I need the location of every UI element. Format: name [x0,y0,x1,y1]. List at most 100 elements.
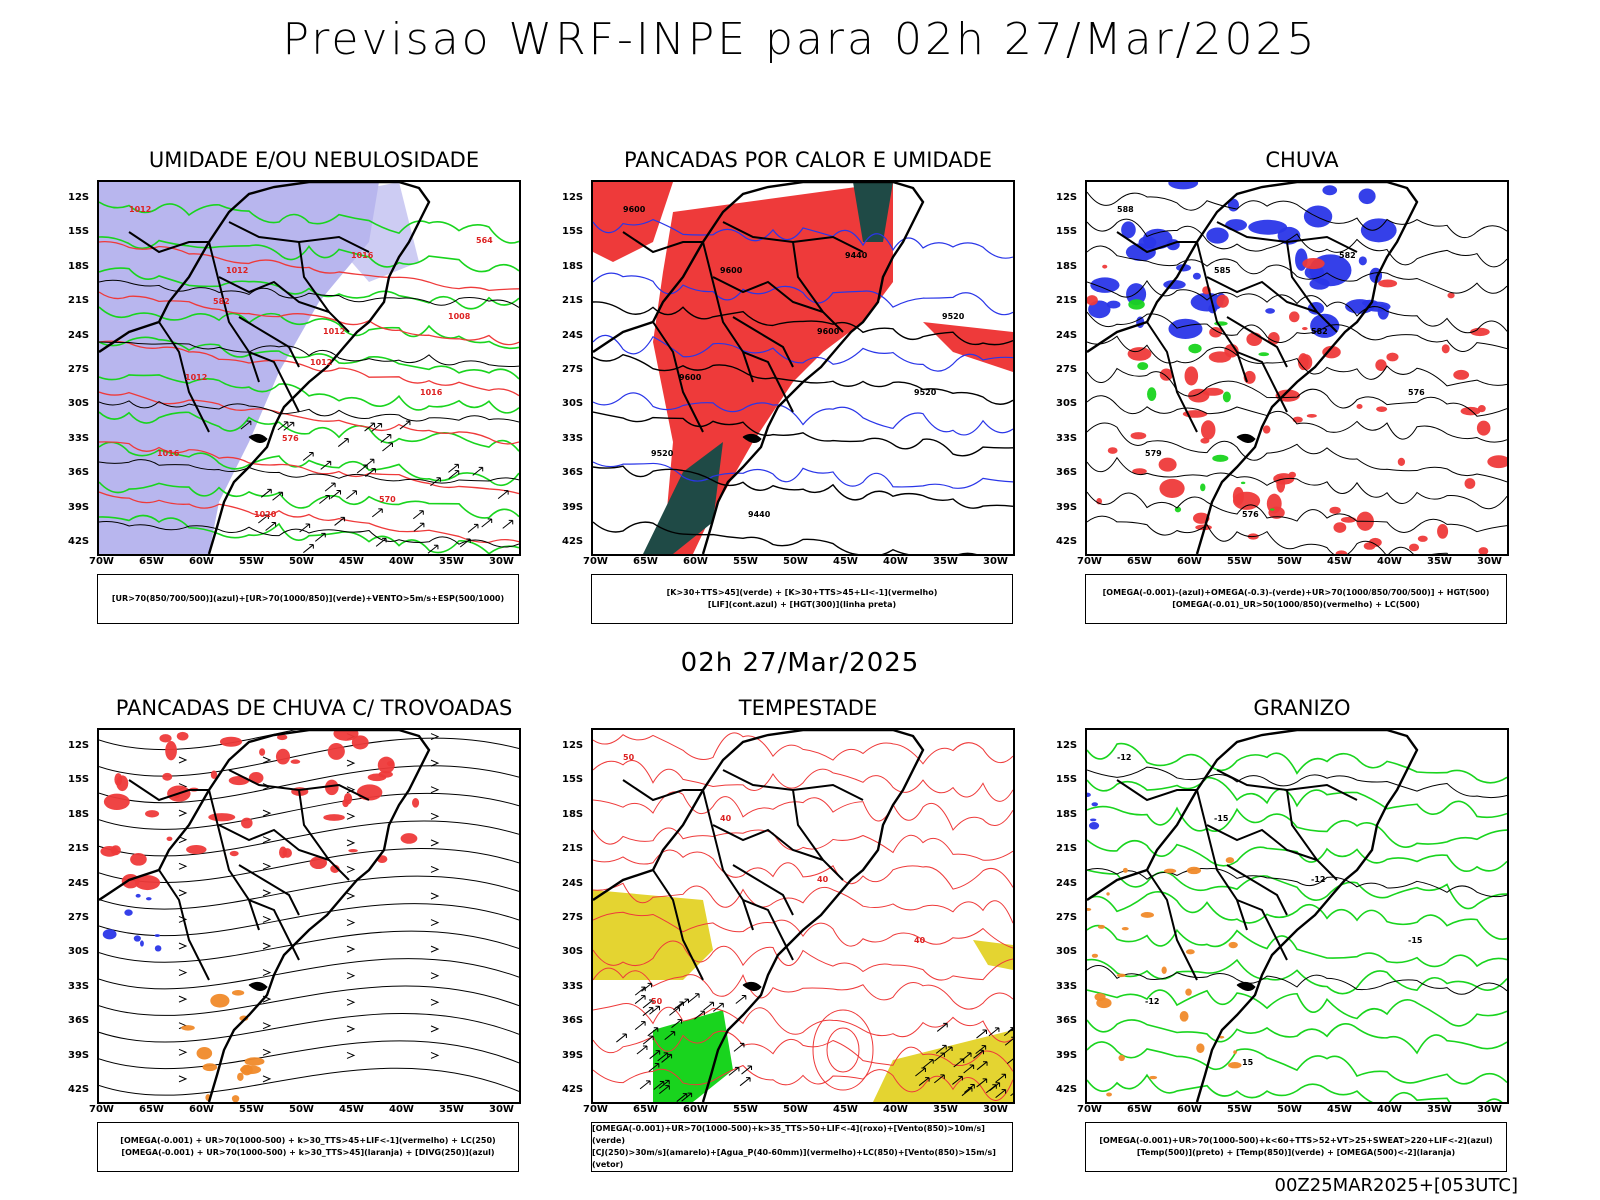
latitude-label: 27S [562,912,584,923]
latitude-label: 18S [1056,260,1078,272]
latitude-label: 30S [1056,398,1078,410]
legend-line: [K>30+TTS>45](verde) + [K>30+TTS>45+LI<-… [666,588,938,597]
latitude-label: 15S [1056,774,1078,786]
legend-box: [K>30+TTS>45](verde) + [K>30+TTS>45+LI<-… [591,574,1013,624]
latitude-label: 39S [68,501,90,513]
latitude-label: 12S [562,192,584,203]
contour-label: 588 [1117,205,1134,214]
longitude-label: 50W [289,556,314,567]
longitude-label: 70W [583,556,608,567]
map-frame: 50 40 40 40 50 [591,728,1015,1104]
latitude-label: 27S [68,912,90,923]
streamlines-250hPa [99,730,519,1102]
contour-label: -12 [1311,875,1325,884]
legend-box: [OMEGA(-0.001)+UR>70(1000-500)+k<60+TTS>… [1085,1122,1507,1172]
2: 588 585 582 576 579 576 582 [1117,205,1425,519]
latitude-label: 12S [68,192,90,203]
panel-title: PANCADAS DE CHUVA C/ TROVOADAS [115,696,513,720]
red-thickness-contours [99,241,519,544]
latitude-label: 15S [68,226,90,238]
panel-title: CHUVA [1265,148,1339,172]
contour-label: 9600 [679,373,702,382]
mid-title: 02h 27/Mar/2025 [680,648,920,678]
wind-vectors [616,982,753,1102]
longitude-label: 60W [189,556,214,567]
latitude-label: 30S [562,398,584,410]
longitude-label: 55W [1227,1104,1252,1115]
longitude-label: 50W [1277,556,1302,567]
longitude-label: 65W [633,1104,658,1115]
contour-label: 9600 [817,327,840,336]
longitude-label: 45W [1327,556,1352,567]
latitude-label: 18S [68,260,90,272]
contour-label: 50 [623,753,635,762]
0: 1012 1012 1012 1016 1016 1020 1016 1008 1012 576 5… [129,205,493,519]
legend-box: [OMEGA(-0.001) + UR>70(1000-500) + k>30_… [97,1122,519,1172]
latitude-label: 27S [1056,364,1078,375]
longitude-label: 50W [289,1104,314,1115]
contour-label: 1020 [254,510,277,519]
contour-label: 40 [720,814,732,823]
latitude-label: 36S [68,1015,90,1027]
longitude-label: 55W [239,556,264,567]
latitude-label: 24S [68,877,90,889]
latitude-label: 15S [562,226,584,238]
contour-label: 1012 [129,205,151,214]
contour-label: 9600 [623,205,646,214]
latitude-label: 18S [68,808,90,820]
latitude-label: 24S [1056,329,1078,341]
panel-title: PANCADAS POR CALOR E UMIDADE [623,148,993,172]
longitude-label: 40W [1377,1104,1402,1115]
longitude-label: 70W [1077,1104,1102,1115]
main-title: Previsao WRF-INPE para 02h 27/Mar/2025 [282,14,1318,65]
contour-label: 1012 [310,358,332,367]
map-frame: 9600 9600 9600 9520 9520 9440 9440 9520 9600 [591,180,1015,556]
latitude-label: 15S [562,774,584,786]
panel-title: GRANIZO [1253,696,1351,720]
contour-label: 9440 [748,510,771,519]
latitude-label: 15S [1056,226,1078,238]
latitude-label: 18S [1056,808,1078,820]
contour-label: 15 [1242,1058,1254,1067]
latitude-label: 12S [1056,740,1078,751]
contour-label: 9600 [720,266,743,275]
longitude-label: 40W [1377,556,1402,567]
latitude-label: 36S [562,1015,584,1027]
longitude-label: 40W [389,556,414,567]
latitude-label: 36S [562,467,584,479]
latitude-label: 21S [562,843,584,855]
longitude-label: 70W [89,1104,114,1115]
map-frame [97,728,521,1104]
latitude-label: 21S [1056,295,1078,307]
longitude-label: 60W [683,556,708,567]
panel-title: TEMPESTADE [738,696,878,720]
latitude-label: 18S [562,808,584,820]
contour-label: 1012 [226,266,248,275]
latitude-label: 27S [1056,912,1078,923]
longitude-label: 65W [1127,1104,1152,1115]
latitude-label: 42S [1056,536,1078,547]
contour-label: -15 [1408,936,1423,945]
longitude-label: 55W [1227,556,1252,567]
longitude-label: 50W [783,1104,808,1115]
orange-areas [181,990,265,1102]
legend-line: [OMEGA(-0.001)+UR>70(1000-500)+k>35_TTS>… [592,1124,985,1145]
longitude-label: 40W [883,1104,908,1115]
latitude-label: 12S [562,740,584,751]
latitude-label: 42S [68,536,90,547]
latitude-label: 21S [68,843,90,855]
latitude-label: 18S [562,260,584,272]
black-hgt-contours [593,301,1013,554]
longitude-label: 45W [833,556,858,567]
latitude-label: 42S [562,1084,584,1095]
black-pressure-contours [99,279,519,548]
latitude-label: 36S [1056,467,1078,479]
latitude-label: 36S [68,467,90,479]
latitude-label: 39S [562,1049,584,1061]
longitude-label: 35W [439,1104,464,1115]
longitude-label: 50W [783,556,808,567]
longitude-label: 70W [1077,556,1102,567]
longitude-label: 30W [489,1104,514,1115]
contour-label: 576 [282,434,299,443]
latitude-label: 27S [562,364,584,375]
